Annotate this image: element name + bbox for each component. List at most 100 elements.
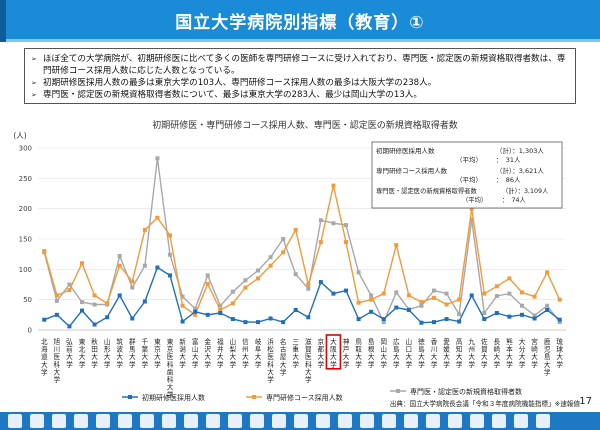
x-tick-char: 潟 <box>179 346 186 354</box>
footer-logo-icon <box>184 414 198 428</box>
x-tick-char: 学 <box>192 360 199 369</box>
chart-title: 初期研修医・専門研修コース採用人数、専門医・認定医の新規資格取得者数 <box>152 119 458 131</box>
x-tick-char: 大 <box>380 352 387 361</box>
data-point <box>406 293 411 298</box>
x-tick-char: 筑 <box>116 337 123 346</box>
data-point <box>557 297 562 302</box>
x-tick-label: 新潟大学 <box>179 337 186 369</box>
x-tick-char: 神 <box>343 337 350 346</box>
x-tick-label: 北海道大学 <box>41 338 48 376</box>
info-total: （計）：3,109人 <box>502 186 549 195</box>
data-point <box>54 312 59 317</box>
data-point <box>54 293 59 298</box>
x-tick-char: 新 <box>179 337 186 346</box>
x-tick-label: 金沢大学 <box>204 337 211 369</box>
data-point <box>256 320 260 325</box>
data-point <box>218 311 223 316</box>
x-tick-label: 長崎大学 <box>494 338 501 369</box>
title-accent <box>0 0 6 42</box>
data-point <box>369 309 374 314</box>
x-tick-char: 学 <box>54 375 61 384</box>
summary-info-box: 初期研修医採用人数 （計）：1,303人 （平均） ： 31人 専門研修コース採… <box>371 141 563 209</box>
x-tick-char: 学 <box>104 360 111 369</box>
x-tick-char: 沢 <box>204 345 211 354</box>
x-tick-char: 児 <box>544 345 551 354</box>
data-point <box>243 320 248 325</box>
x-tick-char: 屋 <box>280 353 287 361</box>
bullet-arrow-icon: ➢ <box>31 91 37 99</box>
x-tick-label: 鳥取大学 <box>355 337 362 369</box>
x-tick-char: 大 <box>456 352 463 361</box>
data-point <box>344 223 348 228</box>
data-point <box>419 300 424 305</box>
x-tick-char: 大 <box>406 352 413 361</box>
x-tick-char: 学 <box>368 360 375 369</box>
x-tick-char: 本 <box>506 345 513 354</box>
data-point <box>520 312 524 317</box>
x-tick-char: 崎 <box>531 345 538 354</box>
x-tick-char: 北 <box>41 338 48 346</box>
x-tick-char: 岡 <box>380 338 387 346</box>
data-point <box>381 291 386 296</box>
y-tick-label: 150 <box>19 236 32 244</box>
x-tick-char: 大 <box>443 352 450 361</box>
data-point <box>42 249 47 254</box>
x-tick-char: 大 <box>91 352 98 361</box>
series-line-2 <box>43 157 561 323</box>
x-tick-char: 山 <box>192 345 199 354</box>
source-note: 出典：国立大学病院長会議「令和３年度病院機能指標」※速報値 <box>389 400 580 408</box>
data-point <box>306 282 311 287</box>
x-tick-label: 島根大学 <box>368 337 375 369</box>
summary-bullet-text: 専門医・認定医の新規資格取得者数について、最多は東京大学の283人、最少は岡山大… <box>43 90 422 100</box>
x-tick-label: 東京医科歯科大学 <box>167 337 174 399</box>
x-tick-char: 学 <box>91 360 98 369</box>
data-point <box>545 303 550 308</box>
x-tick-char: 学 <box>267 375 274 384</box>
footer-logo-icon <box>272 414 286 428</box>
x-tick-char: 学 <box>544 367 551 376</box>
data-point <box>482 311 487 316</box>
x-tick-char: 山 <box>230 337 237 346</box>
x-tick-char: 山 <box>406 337 413 346</box>
x-tick-char: 口 <box>406 346 413 354</box>
x-tick-char: 馬 <box>129 346 136 354</box>
data-point <box>532 313 537 318</box>
x-tick-char: 大 <box>129 352 136 361</box>
x-tick-char: 科 <box>54 360 61 369</box>
x-tick-char: 大 <box>418 352 425 361</box>
line-chart: 初期研修医・専門研修コース採用人数、専門医・認定医の新規資格取得者数 (人) 0… <box>13 119 566 402</box>
x-tick-char: 東 <box>167 337 174 346</box>
x-tick-char: 大 <box>355 352 362 361</box>
data-point <box>193 306 198 311</box>
x-tick-char: 大 <box>204 352 211 361</box>
x-tick-char: 大 <box>519 337 526 346</box>
x-tick-label: 東京大学 <box>154 337 161 369</box>
x-tick-char: 学 <box>519 360 526 369</box>
x-tick-char: 福 <box>217 337 224 346</box>
data-point <box>306 315 311 320</box>
x-tick-char: 大 <box>468 352 475 361</box>
x-tick-char: 根 <box>368 345 375 354</box>
footer-logo-icon <box>162 414 176 428</box>
x-tick-char: 古 <box>280 345 287 354</box>
x-tick-char: 学 <box>506 360 513 369</box>
footer-logo-icon <box>448 414 462 428</box>
x-tick-char: 長 <box>494 338 501 346</box>
data-point <box>205 281 210 286</box>
x-tick-char: 学 <box>330 360 337 369</box>
data-point <box>105 301 110 306</box>
x-tick-char: 大 <box>255 352 262 361</box>
x-tick-label: 琉球大学 <box>556 337 563 369</box>
footer-logo-icon <box>8 414 22 428</box>
data-point <box>80 300 84 305</box>
x-tick-char: 学 <box>116 360 123 369</box>
footer-logo-icon <box>470 414 484 428</box>
data-point <box>293 227 298 232</box>
x-tick-char: 金 <box>204 337 211 346</box>
footer-logo-icon <box>140 414 154 428</box>
x-tick-char: 佐 <box>481 337 488 346</box>
data-point <box>142 263 147 268</box>
info-avg-label: （平均） <box>462 195 487 204</box>
data-point <box>155 265 160 270</box>
data-point <box>80 308 84 313</box>
